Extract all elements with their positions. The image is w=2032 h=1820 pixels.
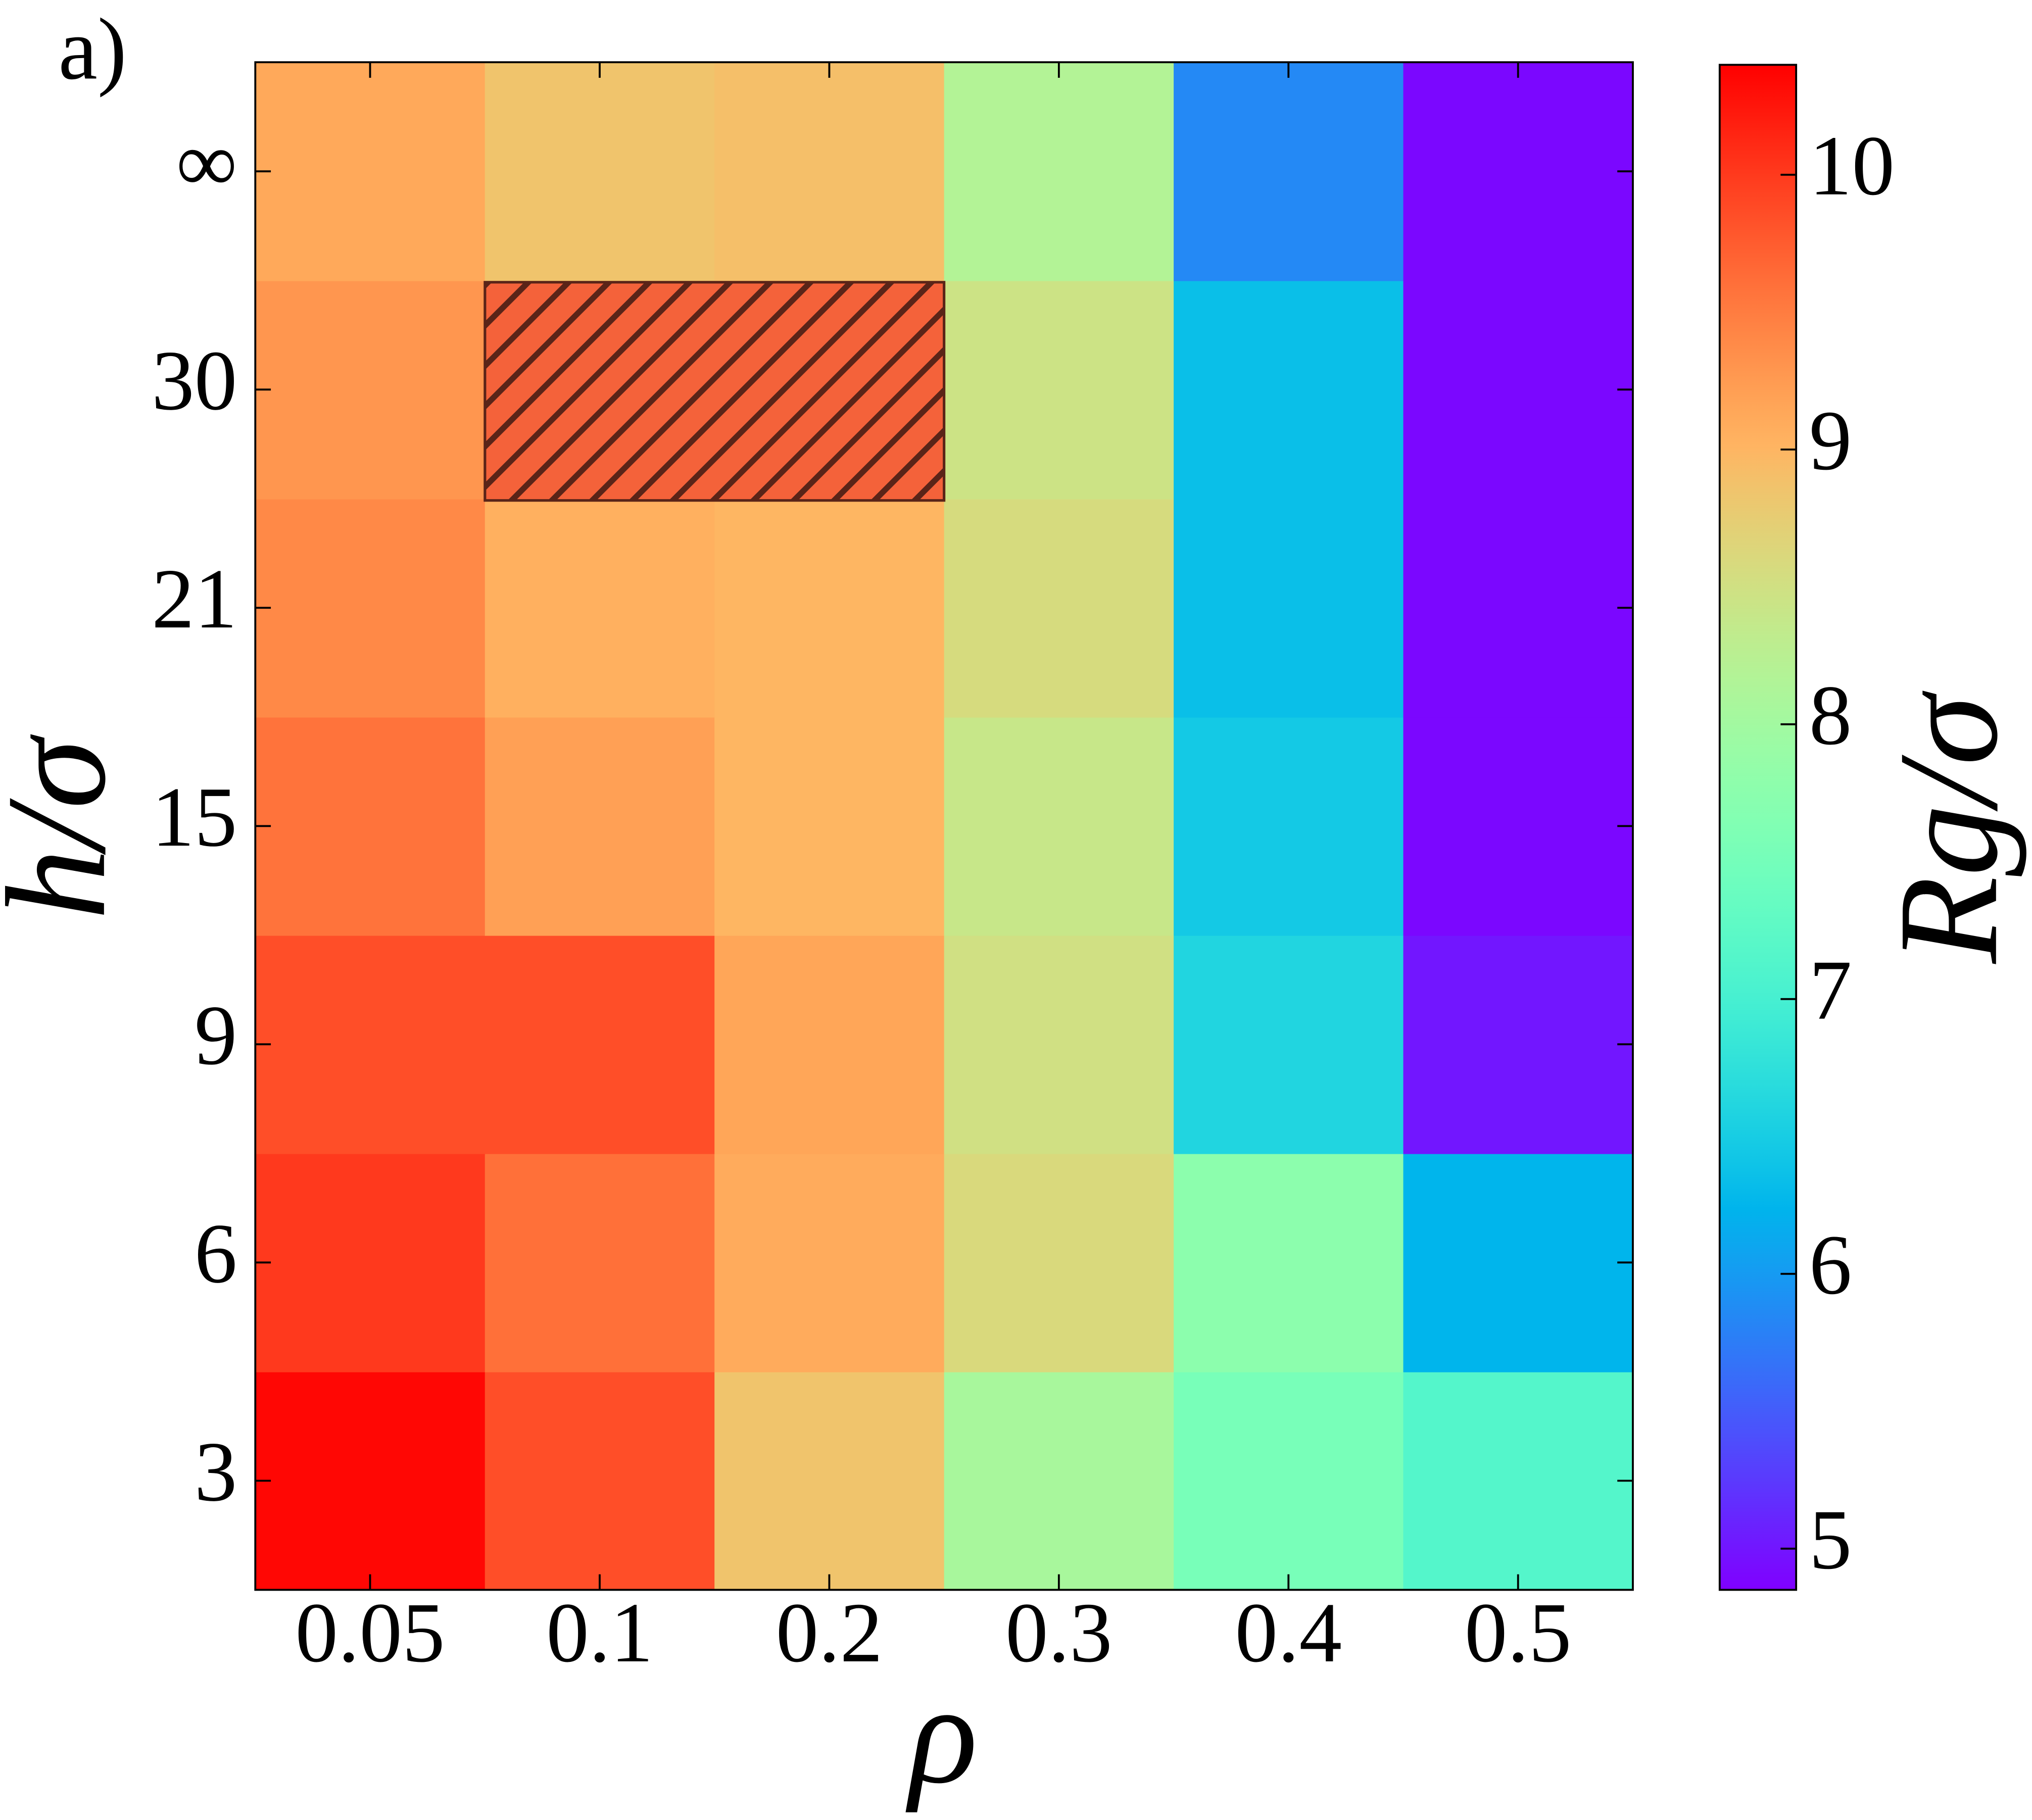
cell <box>1403 935 1634 1154</box>
x-tick-label: 0.4 <box>1235 1585 1342 1680</box>
y-axis-label: h/σ <box>0 733 135 920</box>
cell <box>944 717 1175 936</box>
y-tick-label: ∞ <box>176 115 237 210</box>
colorbar-tick-label: 5 <box>1809 1492 1852 1587</box>
cell <box>255 717 486 936</box>
cell <box>1174 1371 1404 1591</box>
cell <box>1174 717 1404 936</box>
cell <box>944 935 1175 1154</box>
cell <box>485 1153 715 1372</box>
colorbar-tick-label: 6 <box>1809 1217 1852 1312</box>
cell <box>714 62 945 281</box>
cell <box>255 280 486 500</box>
cell <box>714 935 945 1154</box>
cell <box>485 717 715 936</box>
cell <box>485 62 715 281</box>
cell <box>1403 62 1634 281</box>
cell <box>485 935 715 1154</box>
cell <box>485 499 715 718</box>
cell <box>485 1371 715 1591</box>
y-tick-label: 15 <box>152 769 237 864</box>
cell <box>1403 280 1634 500</box>
colorbar-label: Rg/σ <box>1870 690 2027 965</box>
cell <box>714 717 945 936</box>
y-tick-label: 9 <box>195 988 237 1083</box>
x-tick-label: 0.1 <box>546 1585 653 1680</box>
colorbar <box>1718 64 1798 1591</box>
cell <box>1174 1153 1404 1372</box>
x-tick-label: 0.3 <box>1005 1585 1112 1680</box>
x-tick-label: 0.05 <box>295 1585 445 1680</box>
cell <box>1174 499 1404 718</box>
x-axis-label: ρ <box>905 1656 978 1813</box>
colorbar-tick-label: 7 <box>1809 943 1852 1038</box>
colorbar-tick-label: 10 <box>1809 118 1895 213</box>
cell <box>714 1371 945 1591</box>
panel-label: a) <box>58 1 126 98</box>
cell <box>255 935 486 1154</box>
y-tick-label: 21 <box>152 551 237 646</box>
hatched-region <box>483 281 946 502</box>
cell <box>255 62 486 281</box>
cell <box>1174 62 1404 281</box>
colorbar-tick-label: 8 <box>1809 668 1852 763</box>
cell <box>1174 935 1404 1154</box>
cell <box>255 1153 486 1372</box>
cell <box>944 62 1175 281</box>
x-tick-label: 0.2 <box>776 1585 883 1680</box>
cell <box>1403 499 1634 718</box>
cell <box>714 1153 945 1372</box>
cell <box>1403 1371 1634 1591</box>
cell <box>1174 280 1404 500</box>
cell <box>944 1153 1175 1372</box>
cell <box>944 499 1175 718</box>
cell <box>714 499 945 718</box>
cell <box>255 1371 486 1591</box>
y-tick-label: 3 <box>195 1424 237 1519</box>
cell <box>944 1371 1175 1591</box>
cell <box>1403 717 1634 936</box>
cell <box>1403 1153 1634 1372</box>
colorbar-tick-label: 9 <box>1809 393 1852 488</box>
cell <box>944 280 1175 500</box>
cell <box>255 499 486 718</box>
x-tick-label: 0.5 <box>1465 1585 1572 1680</box>
y-tick-label: 6 <box>195 1206 237 1301</box>
y-tick-label: 30 <box>152 333 237 428</box>
